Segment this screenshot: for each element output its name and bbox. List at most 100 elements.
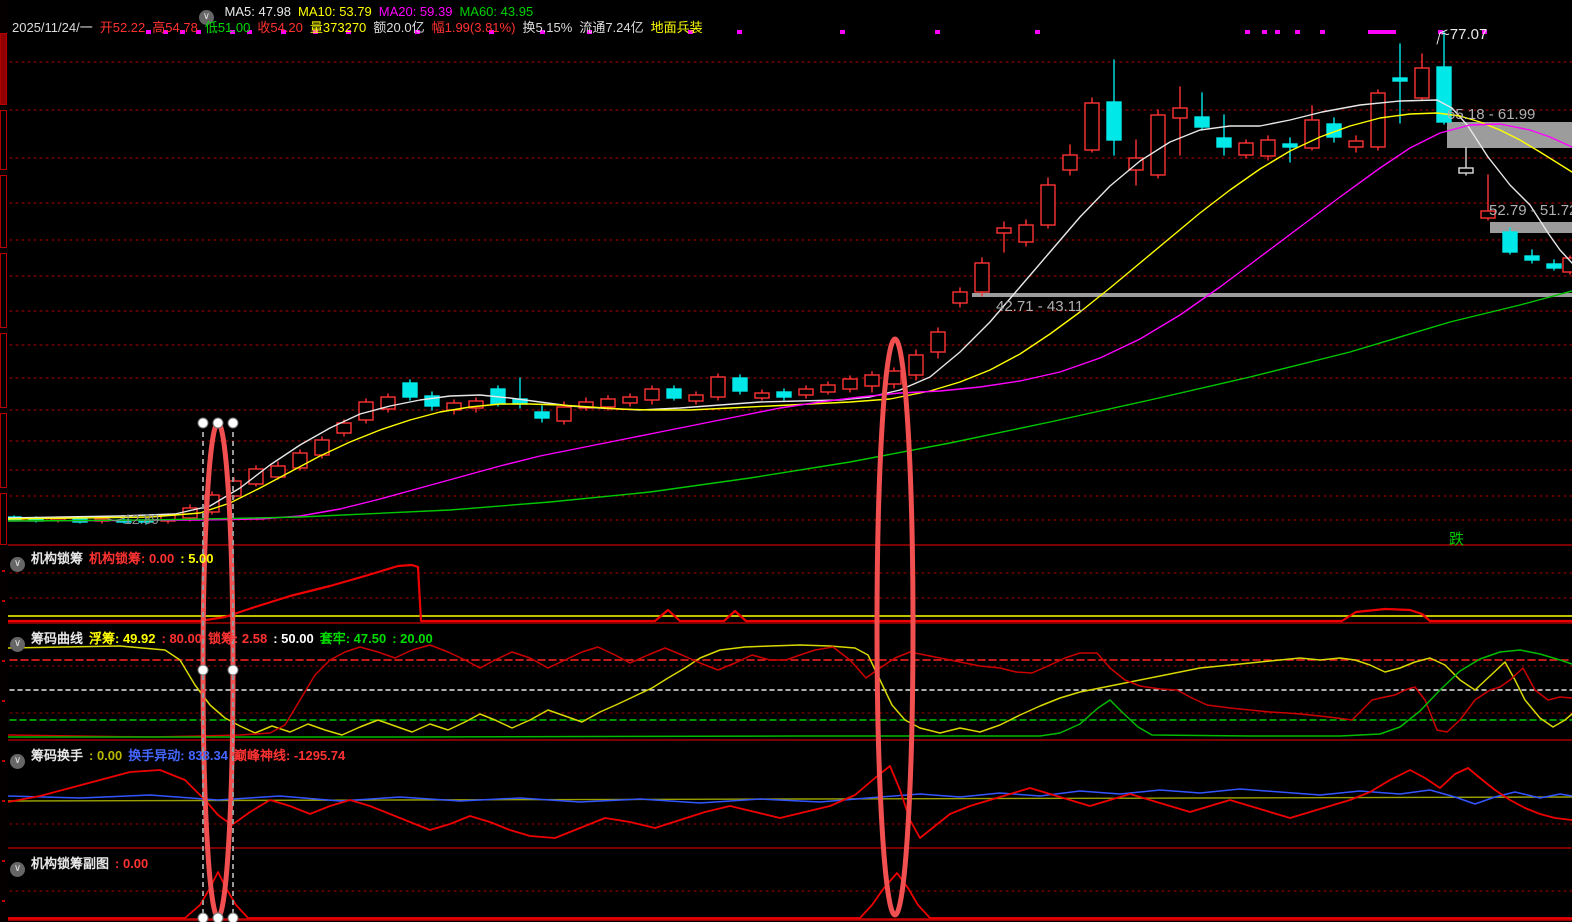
signal-dot bbox=[840, 30, 845, 34]
candle-body bbox=[996, 227, 1012, 234]
candle-body bbox=[842, 378, 858, 390]
signal-dot bbox=[180, 30, 185, 34]
clipped-toolbar-tab[interactable] bbox=[0, 413, 7, 488]
selection-handle[interactable] bbox=[227, 912, 239, 922]
huanshou-blue bbox=[7, 788, 1572, 805]
panel-title[interactable]: 机构锁筹 bbox=[31, 551, 84, 566]
quote-field: 量373270 bbox=[309, 20, 367, 35]
selection-handle[interactable] bbox=[227, 664, 239, 676]
label-leader bbox=[1436, 29, 1448, 45]
left-clipped-toolbar[interactable] bbox=[0, 0, 8, 922]
candle-body bbox=[1282, 143, 1298, 148]
collapse-icon[interactable]: ∨ bbox=[10, 557, 25, 572]
clipped-toolbar-tab[interactable] bbox=[0, 253, 7, 328]
panel-header-chouma-quxian: ∨ 筹码曲线 浮筹: 49.92: 80.00 锁筹: 2.58: 50.00 套牢: … bbox=[10, 628, 439, 652]
candle-body bbox=[336, 422, 352, 434]
candle-body bbox=[754, 392, 770, 399]
clipped-toolbar-mark bbox=[2, 860, 5, 862]
candle-body bbox=[1392, 77, 1408, 82]
candle-body bbox=[710, 376, 726, 398]
candle-body bbox=[1458, 167, 1474, 174]
candle-body bbox=[1348, 140, 1364, 148]
clipped-toolbar-mark bbox=[2, 900, 5, 902]
signal-dot bbox=[247, 30, 252, 34]
signal-dot bbox=[1275, 30, 1280, 34]
clipped-toolbar-mark bbox=[2, 760, 5, 762]
signal-dot bbox=[1035, 30, 1040, 34]
candle-body bbox=[798, 388, 814, 396]
candle-body bbox=[644, 388, 660, 401]
candle-body bbox=[1562, 257, 1572, 273]
selection-handle[interactable] bbox=[197, 664, 209, 676]
futu-red bbox=[7, 871, 1572, 919]
candle-body bbox=[556, 406, 572, 422]
candle-body bbox=[1106, 101, 1122, 141]
candle-body bbox=[1238, 142, 1254, 156]
quote-field: 换5.15% bbox=[522, 20, 573, 35]
collapse-icon[interactable]: ∨ bbox=[10, 754, 25, 769]
signal-dot bbox=[737, 30, 742, 34]
selection-handle[interactable] bbox=[227, 417, 239, 429]
collapse-main-icon[interactable]: ∨ bbox=[198, 10, 214, 25]
candle-body bbox=[1018, 224, 1034, 243]
signal-dot bbox=[163, 30, 168, 34]
candle-body bbox=[952, 291, 968, 304]
gap-zone bbox=[1490, 222, 1572, 233]
collapse-icon[interactable]: ∨ bbox=[10, 637, 25, 652]
clipped-toolbar-tab[interactable] bbox=[0, 493, 7, 545]
panel-title[interactable]: 筹码换手 bbox=[31, 748, 84, 763]
quote-bar: 2025/11/24/一 开52.22 高54.78 低51.00 收54.20 量373… bbox=[12, 17, 710, 36]
panel-title[interactable]: 机构锁筹副图 bbox=[31, 856, 110, 871]
candle-body bbox=[1040, 184, 1056, 226]
clipped-toolbar-tab[interactable] bbox=[0, 175, 7, 248]
quote-field: 地面兵装 bbox=[650, 20, 703, 35]
signal-dot bbox=[489, 30, 494, 34]
candle-body bbox=[666, 388, 682, 399]
quote-field: 收54.20 bbox=[257, 20, 303, 35]
panel-value: 套牢: 47.50 bbox=[319, 631, 387, 646]
signal-dot bbox=[1438, 30, 1443, 34]
candle-body bbox=[1546, 263, 1562, 269]
selection-handle[interactable] bbox=[212, 417, 224, 429]
price-label: 52.79 - 51.72 bbox=[1489, 202, 1572, 219]
signal-dot bbox=[1320, 30, 1325, 34]
suochou-line-red bbox=[7, 644, 1572, 738]
panel-value: : 20.00 bbox=[392, 631, 433, 646]
selection-handle[interactable] bbox=[212, 912, 224, 922]
ma20-line bbox=[7, 123, 1572, 522]
quote-field: 低51.00 bbox=[204, 20, 251, 35]
signal-dot bbox=[313, 30, 318, 34]
clipped-toolbar-mark bbox=[2, 600, 5, 602]
candle-body bbox=[402, 382, 418, 398]
ma5-line bbox=[7, 99, 1572, 519]
ma60-line bbox=[7, 290, 1572, 522]
quote-field: 高54.78 bbox=[152, 20, 198, 35]
panel-value: 换手异动: 838.34 bbox=[128, 748, 228, 763]
taolao-green bbox=[7, 649, 1572, 738]
candle-body bbox=[864, 374, 880, 387]
clipped-toolbar-tab[interactable] bbox=[0, 333, 7, 408]
price-label: 42.71 - 43.11 bbox=[996, 298, 1084, 315]
panel-title[interactable]: 筹码曲线 bbox=[31, 631, 84, 646]
panel-value: : 0.00 bbox=[115, 856, 149, 871]
candle-body bbox=[776, 391, 792, 398]
candle-body bbox=[1436, 66, 1452, 123]
price-label: 12.89 bbox=[124, 511, 160, 527]
clipped-toolbar-mark bbox=[2, 700, 5, 702]
panel-value: : 50.00 bbox=[273, 631, 314, 646]
clipped-toolbar-tab[interactable] bbox=[0, 33, 7, 105]
panel-value: 锁筹: 2.58 bbox=[207, 631, 268, 646]
signal-dot bbox=[1245, 30, 1250, 34]
signal-dot bbox=[1482, 30, 1487, 34]
panel-header-jigousuochou-futu: ∨ 机构锁筹副图 : 0.00 bbox=[10, 853, 154, 877]
collapse-icon[interactable]: ∨ bbox=[10, 862, 25, 877]
clipped-toolbar-tab[interactable] bbox=[0, 110, 7, 170]
selection-handle[interactable] bbox=[197, 912, 209, 922]
signal-dot bbox=[415, 30, 420, 34]
candle-body bbox=[1062, 154, 1078, 171]
drawn-ellipse-annotation[interactable] bbox=[874, 336, 916, 918]
selection-handle[interactable] bbox=[197, 417, 209, 429]
